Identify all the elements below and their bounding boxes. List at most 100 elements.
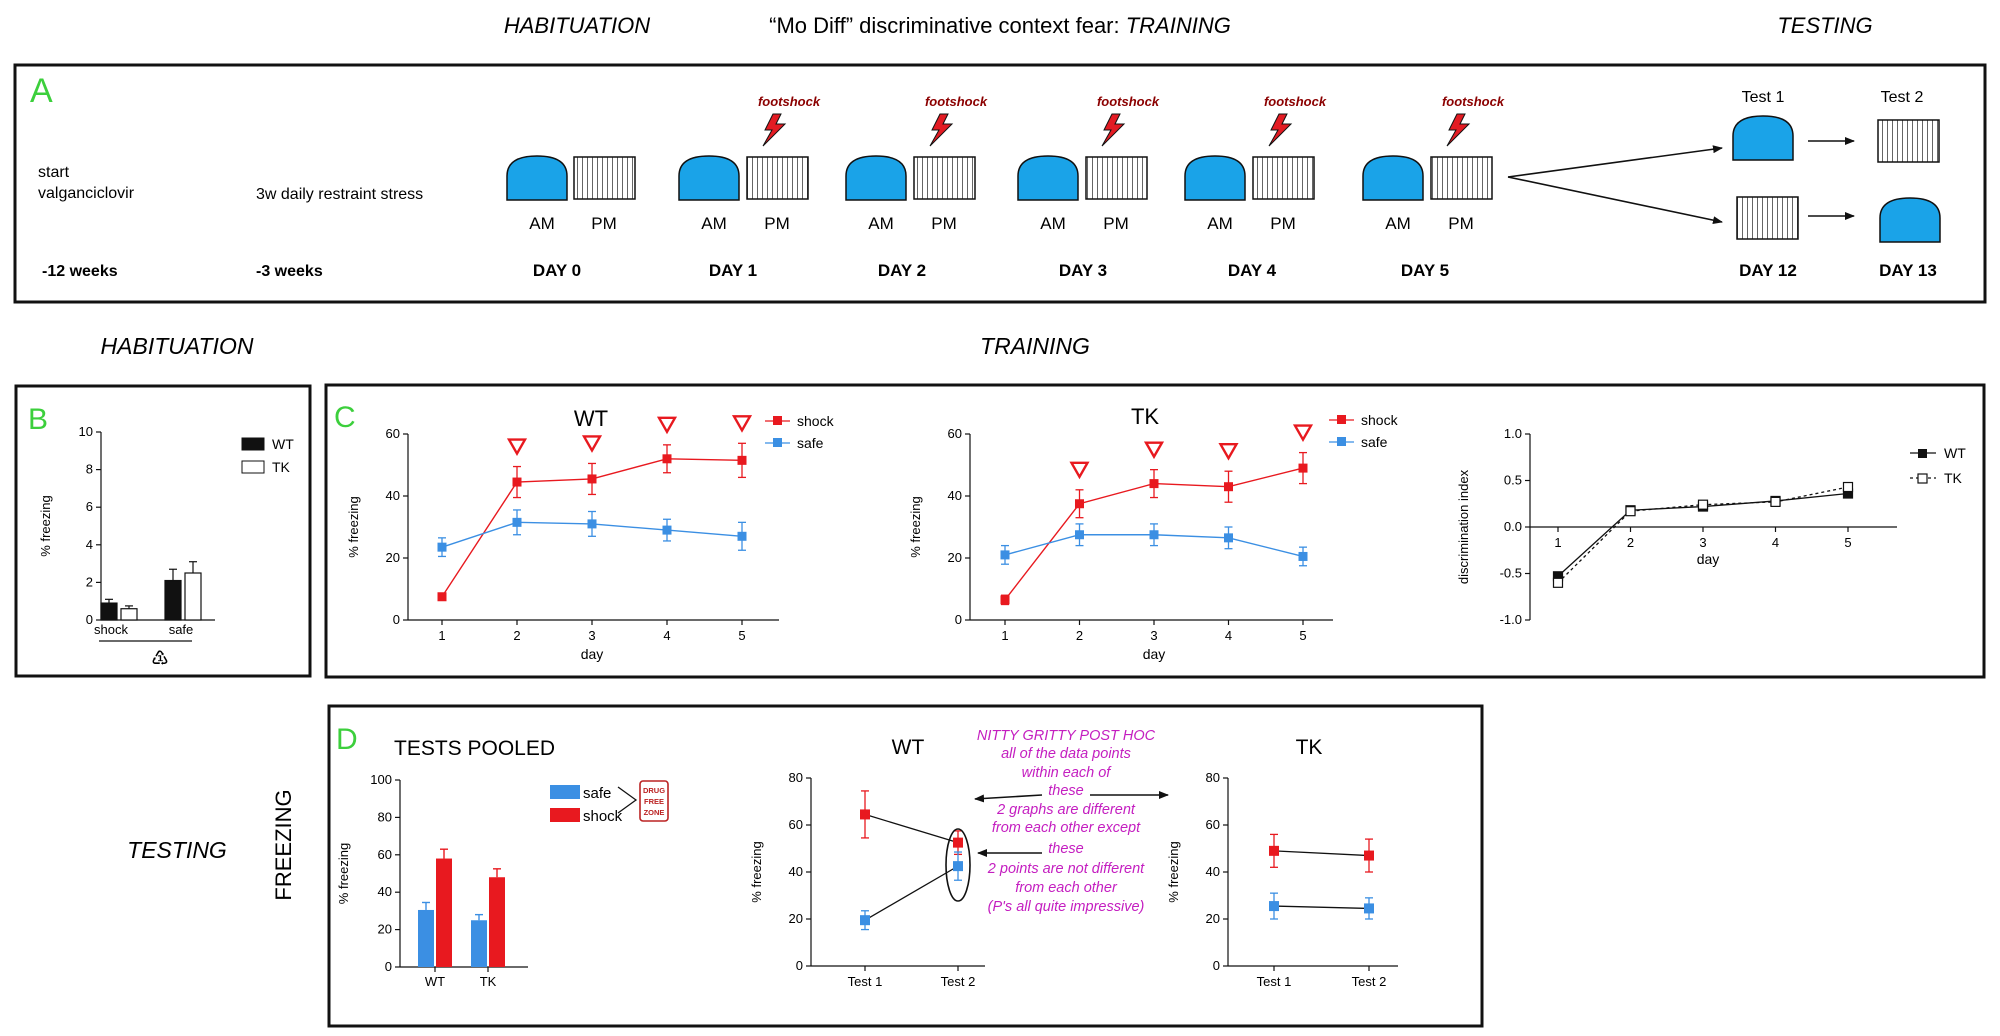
am-label: AM [1040, 214, 1066, 233]
highlight-ellipse [945, 828, 971, 902]
context-dome-icon [1184, 155, 1246, 201]
panel-b-letter: B [28, 403, 48, 436]
tests-pooled-title: TESTS POOLED [394, 737, 555, 760]
stamp-line-3: ZONE [644, 808, 665, 817]
day-label: DAY 3 [1059, 261, 1107, 280]
lightning-bolt-icon [1268, 113, 1293, 147]
bar-safe [471, 920, 487, 967]
data-point-shock [1298, 463, 1308, 473]
legend-label-shock: shock [583, 808, 623, 825]
pm-label: PM [764, 214, 790, 233]
y-tick-label: 60 [1206, 817, 1220, 832]
x-tick-label: Test 1 [848, 974, 883, 989]
branch-arrow-up [1507, 145, 1723, 178]
y-tick-label: 80 [1206, 770, 1220, 785]
annotation-line-5: 2 graphs are different [996, 802, 1136, 818]
chart-discrimination-index: 1.0 0.5 0.0 -0.5 -1.0 discrimination index 1 2 3… [1456, 426, 1966, 627]
lightning-bolt-icon [929, 113, 954, 147]
post-hoc-annotation: NITTY GRITTY POST HOC all of the data po… [977, 728, 1156, 915]
y-tick-label: 20 [378, 922, 392, 937]
day-label: DAY 12 [1739, 261, 1797, 280]
context-striped-box-icon [746, 156, 809, 200]
panel-c-frame [324, 383, 1986, 679]
data-point-safe [737, 531, 747, 541]
x-tick-label: 2 [513, 628, 520, 643]
y-tick-label: 60 [386, 426, 400, 441]
x-tick-label: Test 2 [941, 974, 976, 989]
y-tick-label: 8 [86, 462, 93, 477]
y-tick-label: 40 [789, 864, 803, 879]
panel-d-tk-title: TK [1296, 736, 1323, 759]
panel-d-wt-title: WT [892, 736, 925, 759]
x-tick-label: 4 [1225, 628, 1232, 643]
annotation-line-2: all of the data points [1001, 746, 1131, 762]
stamp-line-2: FREE [644, 797, 664, 806]
significance-triangle-icon [656, 416, 678, 435]
data-point-safe [1224, 533, 1233, 543]
series-line-safe [1273, 905, 1370, 910]
x-tick-label: 2 [1627, 535, 1634, 550]
y-tick-label: 40 [378, 884, 392, 899]
context-dome-icon [1362, 155, 1424, 201]
data-point-shock [512, 477, 522, 487]
y-tick-label: 0.5 [1504, 473, 1522, 488]
x-tick-label: 3 [1150, 628, 1157, 643]
legend-swatch-safe [550, 785, 580, 799]
day-label: DAY 4 [1228, 261, 1277, 280]
am-label: AM [1207, 214, 1233, 233]
start-label-line2: valganciclovir [38, 185, 135, 202]
legend-marker-tk [1917, 473, 1928, 484]
legend-swatch-wt [241, 437, 265, 451]
footshock-label: footshock [758, 94, 821, 109]
annotation-arrows [974, 791, 1169, 857]
y-tick-label: 20 [1206, 911, 1220, 926]
data-point-shock [737, 455, 747, 465]
data-point-safe [1000, 550, 1010, 560]
annotation-line-3: within each of [1022, 765, 1113, 781]
y-tick-label: 20 [789, 911, 803, 926]
y-tick-label: 2 [86, 574, 93, 589]
bar-shock [436, 858, 452, 967]
bar-shock [489, 877, 505, 967]
data-point-safe [437, 542, 447, 552]
panel-a-letter: A [30, 72, 53, 110]
x-tick-label: shock [94, 622, 128, 637]
context-dome-icon [1879, 197, 1941, 243]
significance-triangle-icon [1143, 441, 1165, 460]
significance-triangle-icon [1218, 443, 1239, 461]
recycle-icon: ♳ [151, 648, 169, 670]
day-label: DAY 13 [1879, 261, 1937, 280]
arrow-left-top [974, 794, 1043, 803]
am-label: AM [529, 214, 555, 233]
data-point-safe [1298, 551, 1308, 561]
x-tick-label: TK [480, 974, 497, 989]
legend-label-safe: safe [1361, 434, 1388, 450]
branch-arrow-down [1507, 176, 1723, 225]
panel-b-frame [14, 384, 312, 678]
chart-tests-pooled: 100 80 60 40 20 0 % freezing WT TK safe shock [336, 772, 623, 989]
footshock-label: footshock [1264, 94, 1327, 109]
bar-safe [418, 909, 434, 967]
y-tick-label: 0 [86, 612, 93, 627]
y-tick-label: 20 [386, 550, 400, 565]
context-dome-icon [1732, 115, 1794, 161]
panel-a-frame [13, 63, 1987, 304]
x-tick-label: 1 [1554, 535, 1561, 550]
data-point-safe [953, 861, 963, 872]
annotation-line-8: 2 points are not different [987, 861, 1145, 877]
data-point-TK [1552, 577, 1564, 588]
day-label: DAY 2 [878, 261, 926, 280]
x-axis-label: day [1697, 551, 1720, 567]
context-dome-icon [1017, 155, 1079, 201]
drug-free-zone-stamp-icon: DRUG FREE ZONE [617, 780, 669, 822]
x-tick-label: 4 [1772, 535, 1779, 550]
data-point-safe [587, 519, 597, 529]
day-label: DAY 0 [533, 261, 581, 280]
data-point-shock [437, 592, 447, 602]
legend-label-safe: safe [797, 435, 824, 451]
context-dome-icon [506, 155, 568, 201]
y-tick-label: -0.5 [1500, 566, 1522, 581]
x-tick-label: Test 1 [1257, 974, 1292, 989]
context-striped-box-icon [1252, 156, 1315, 200]
